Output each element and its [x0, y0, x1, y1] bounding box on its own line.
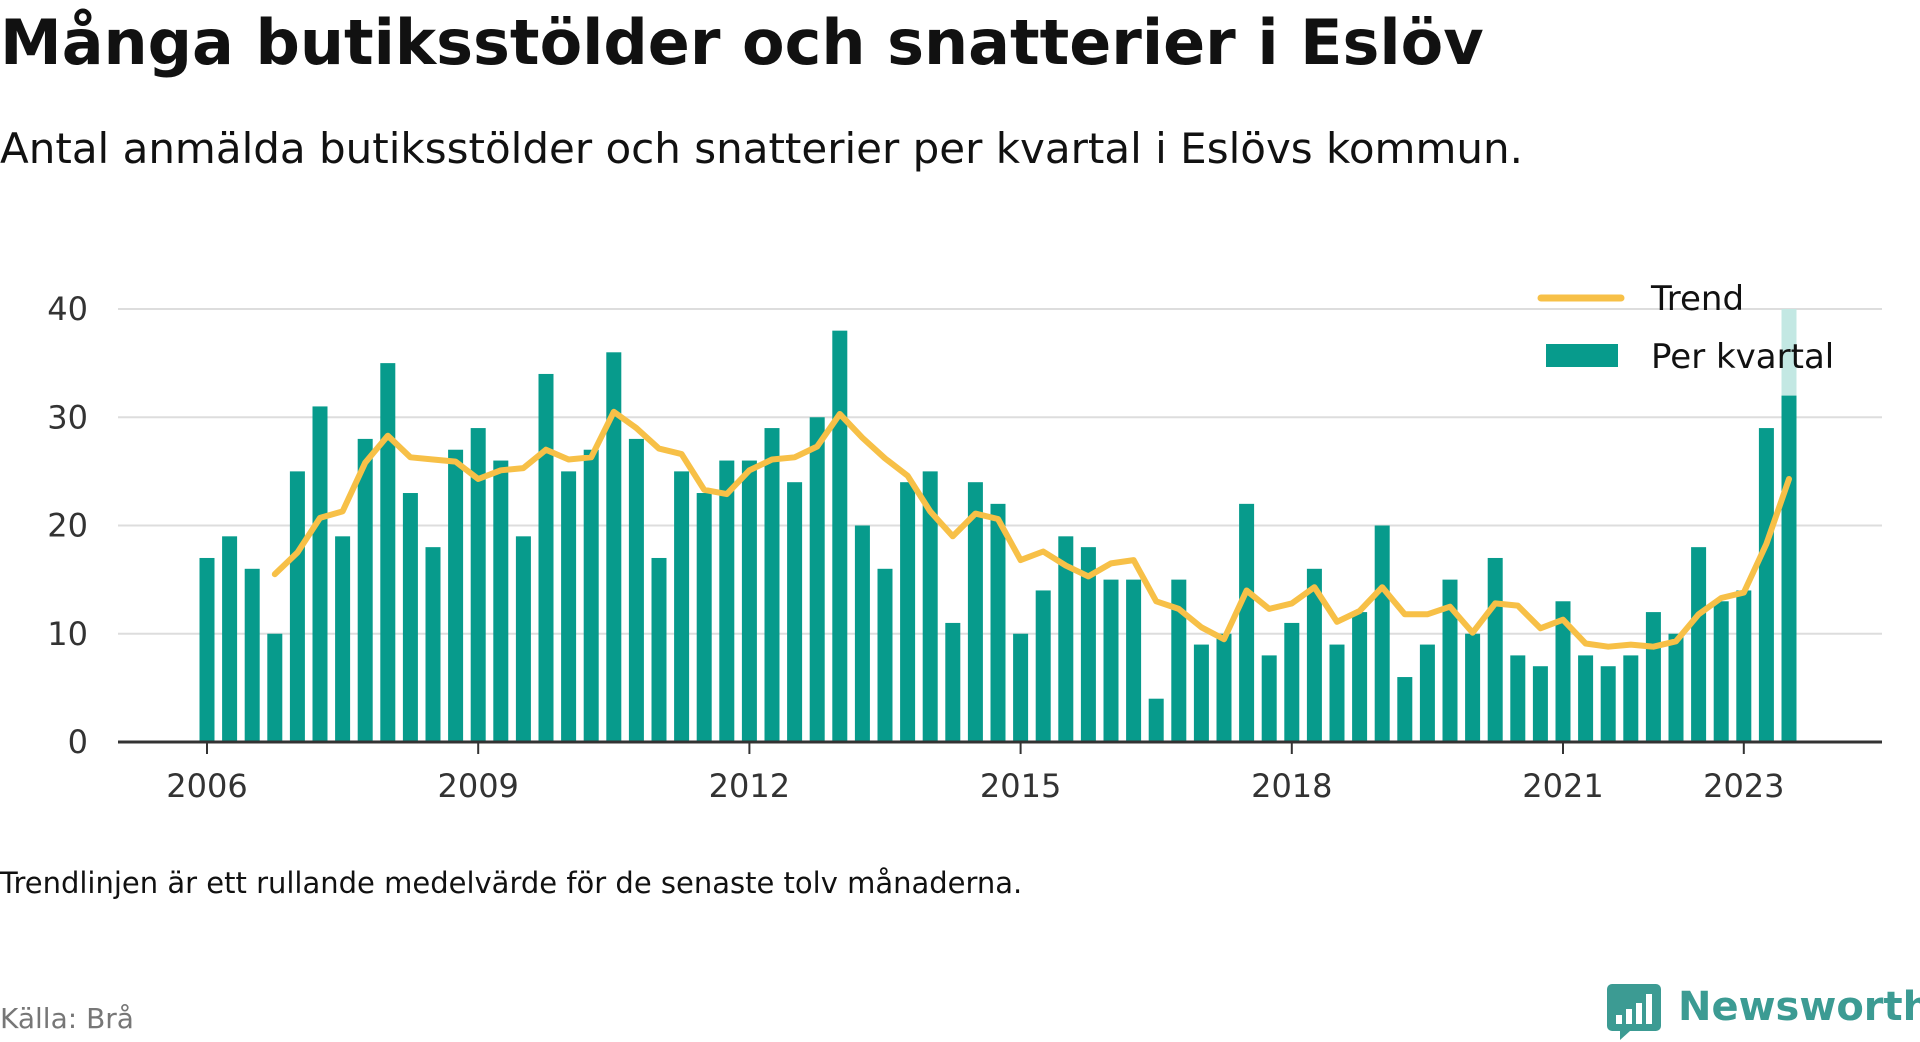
bar — [1193, 644, 1209, 742]
bar — [425, 547, 441, 742]
bar — [606, 352, 622, 742]
bar — [990, 503, 1006, 742]
bar — [1374, 525, 1390, 742]
bar — [1306, 568, 1322, 742]
chart-title: Många butiksstölder och snatterier i Esl… — [0, 6, 1484, 79]
newsworthy-logo-text: Newsworthy — [1678, 984, 1920, 1030]
bar — [651, 557, 667, 742]
bar — [289, 471, 305, 742]
bar — [244, 568, 260, 742]
bar — [1397, 677, 1413, 742]
bar — [967, 482, 983, 742]
bar — [1352, 612, 1368, 742]
bars — [199, 309, 1797, 742]
bar — [945, 622, 961, 742]
bar — [809, 417, 825, 742]
bar — [1578, 655, 1594, 742]
bar — [696, 493, 712, 742]
bar — [1013, 633, 1029, 742]
bar — [1465, 633, 1481, 742]
bar — [741, 460, 757, 742]
bar — [787, 482, 803, 742]
bar — [1736, 590, 1752, 742]
bar — [335, 536, 351, 742]
bar — [1600, 666, 1616, 742]
bar — [1419, 644, 1435, 742]
bar — [561, 471, 577, 742]
bar — [1781, 395, 1797, 742]
bar — [1532, 666, 1548, 742]
bar — [1126, 579, 1142, 742]
bar — [1442, 579, 1458, 742]
bar — [1058, 536, 1074, 742]
bar-preliminary — [1781, 309, 1797, 396]
bar — [1284, 622, 1300, 742]
bar — [1510, 655, 1526, 742]
bar — [1691, 547, 1707, 742]
bar — [1487, 557, 1503, 742]
x-tick-label: 2021 — [1522, 767, 1603, 805]
bar — [764, 428, 780, 742]
bar — [312, 406, 328, 742]
bar — [357, 438, 373, 742]
bar — [222, 536, 238, 742]
bar — [1329, 644, 1345, 742]
bar — [267, 633, 283, 742]
chart: 0 10 20 30 40 2006 2009 2012 2015 2018 2021 2023 Tr… — [47, 279, 1882, 805]
bar — [628, 438, 644, 742]
bar — [493, 460, 509, 742]
bar — [1623, 655, 1639, 742]
bar — [1080, 547, 1096, 742]
bar — [448, 449, 464, 742]
x-tick-label: 2009 — [437, 767, 518, 805]
bar — [719, 460, 735, 742]
bar — [470, 428, 486, 742]
axes: 0 10 20 30 40 2006 2009 2012 2015 2018 2021 2023 — [47, 290, 1882, 805]
y-tick-label: 0 — [68, 723, 88, 761]
bar — [877, 568, 893, 742]
x-tick-label: 2023 — [1703, 767, 1784, 805]
bar — [1216, 633, 1232, 742]
legend: Trend Per kvartal — [1537, 279, 1834, 377]
bar — [832, 330, 848, 742]
x-tick-label: 2015 — [980, 767, 1061, 805]
y-tick-label: 30 — [47, 398, 88, 436]
bar — [1713, 601, 1729, 742]
bar — [1035, 590, 1051, 742]
chart-subtitle: Antal anmälda butiksstölder och snatteri… — [0, 124, 1523, 173]
bar — [1148, 698, 1164, 742]
newsworthy-logo-icon — [1607, 984, 1661, 1040]
bar — [1645, 612, 1661, 742]
bar — [380, 363, 396, 742]
bar — [1758, 428, 1774, 742]
legend-trend-label: Trend — [1650, 279, 1744, 319]
source-credit: Källa: Brå — [0, 1002, 134, 1035]
x-tick-label: 2012 — [709, 767, 790, 805]
y-tick-label: 20 — [47, 507, 88, 545]
bar — [900, 482, 916, 742]
bar — [1171, 579, 1187, 742]
x-tick-label: 2006 — [166, 767, 247, 805]
bar — [515, 536, 531, 742]
bar — [854, 525, 870, 742]
bar — [1668, 633, 1684, 742]
footnote: Trendlinjen är ett rullande medelvärde f… — [0, 866, 1023, 900]
bar — [1261, 655, 1277, 742]
bar — [922, 471, 938, 742]
bar — [538, 373, 554, 742]
bar — [402, 493, 418, 742]
x-tick-label: 2018 — [1251, 767, 1332, 805]
trend-line — [271, 408, 1792, 650]
bar — [199, 557, 215, 742]
legend-bars-swatch — [1546, 344, 1618, 367]
y-tick-label: 10 — [47, 615, 88, 653]
bar — [583, 449, 599, 742]
bar — [1555, 601, 1571, 742]
legend-bars-label: Per kvartal — [1651, 337, 1834, 377]
y-tick-label: 40 — [47, 290, 88, 328]
bar — [674, 471, 690, 742]
trend-polyline — [271, 408, 1792, 650]
bar — [1103, 579, 1119, 742]
bar — [1239, 503, 1255, 742]
